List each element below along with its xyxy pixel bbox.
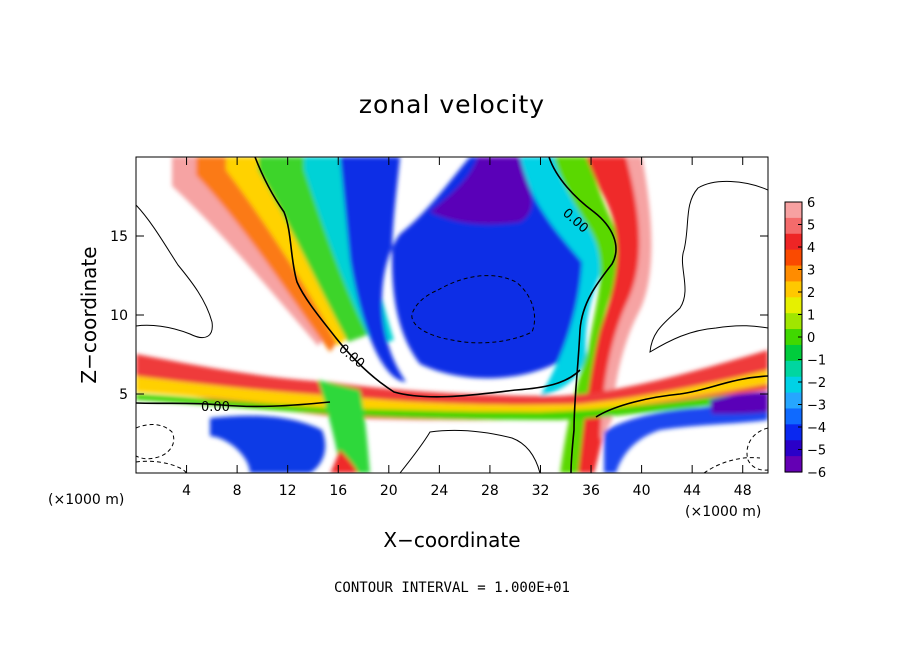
contour-lines <box>136 157 768 473</box>
colorbar: 6 5 4 3 2 1 0 −1 −2 −3 −4 −5 −6 <box>784 196 826 481</box>
colorbar-label: −3 <box>807 399 826 414</box>
colorbar-label: −1 <box>807 354 826 369</box>
contour-dashed-lower-left <box>136 424 175 460</box>
field-band-purple-top <box>430 157 532 225</box>
colorbar-swatch <box>785 440 802 457</box>
x-tick-label: 48 <box>734 483 752 499</box>
contour-dashed-lower-right <box>703 427 768 473</box>
field-band-red-left <box>172 157 330 346</box>
contour-dashed-lower-left-2 <box>136 460 187 473</box>
colorbar-swatch <box>785 217 802 235</box>
x-tick-label: 28 <box>481 483 499 499</box>
contour-zero-right <box>548 157 617 473</box>
colorbar-label: 1 <box>807 309 815 324</box>
colorbar-swatch <box>785 265 802 283</box>
x-unit-left: (×1000 m) <box>48 492 124 508</box>
colorbar-swatch <box>785 202 802 219</box>
x-tick-label: 40 <box>633 483 651 499</box>
field-patch-red-bottom <box>330 450 358 473</box>
colorbar-swatch <box>785 329 802 346</box>
x-tick-label: 8 <box>233 483 242 499</box>
colorbar-label: 5 <box>807 219 815 234</box>
colorbar-label: 4 <box>807 241 815 256</box>
y-tick-label: 10 <box>110 308 128 324</box>
contour-lower-mid <box>399 429 541 473</box>
x-tick-label: 12 <box>279 483 297 499</box>
x-unit-right: (×1000 m) <box>685 504 761 520</box>
x-tick-label: 44 <box>683 483 701 499</box>
colorbar-swatch <box>785 313 802 330</box>
contour-zero-left <box>254 157 581 398</box>
x-tick-label: 36 <box>582 483 600 499</box>
y-tick-label: 15 <box>110 229 128 245</box>
contour-zero-low <box>136 401 331 408</box>
field-patch-blue-lower-right <box>604 400 768 473</box>
colorbar-label: 6 <box>807 196 815 211</box>
x-tick-label: 16 <box>329 483 347 499</box>
contour-dashed-center <box>411 275 536 344</box>
contour-interval-note: CONTOUR INTERVAL = 1.000E+01 <box>334 580 570 596</box>
field-band-green-left <box>258 157 370 342</box>
field-patch-purple-right <box>710 392 768 414</box>
colorbar-swatch <box>785 344 802 362</box>
x-axis-label: X−coordinate <box>383 528 520 552</box>
colorbar-swatch <box>785 376 802 394</box>
colorbar-label: −2 <box>807 376 826 391</box>
contour-right-band <box>595 375 768 418</box>
colorbar-swatch <box>785 297 802 314</box>
colorbar-swatch <box>785 233 802 251</box>
contour-upper-left <box>136 204 213 338</box>
colorbar-swatch <box>785 456 802 473</box>
colorbar-swatch <box>785 281 802 298</box>
colorbar-swatch <box>785 392 802 410</box>
x-tick-label: 20 <box>380 483 398 499</box>
colorbar-label: 0 <box>807 331 815 346</box>
field-band-low-yellow <box>136 370 768 415</box>
colorbar-label: 3 <box>807 264 815 279</box>
x-tick-label: 32 <box>532 483 550 499</box>
contour-label-lower-left: 0.00 <box>201 400 230 415</box>
field-band-pink-right <box>600 157 652 440</box>
field-band-green-right <box>554 157 625 473</box>
x-tick-label: 4 <box>182 483 191 499</box>
colorbar-label: 2 <box>807 286 815 301</box>
y-tick-label: 5 <box>119 387 128 403</box>
field-band-low-green <box>136 392 768 420</box>
field-band-orange-left <box>196 157 346 352</box>
colorbar-label: −4 <box>807 421 826 436</box>
colorbar-label: −6 <box>807 466 826 481</box>
colorbar-swatch <box>785 408 802 425</box>
colorbar-swatch <box>785 360 802 378</box>
x-tick-label: 24 <box>430 483 448 499</box>
contour-upper-right <box>649 180 768 353</box>
chart-title: zonal velocity <box>359 90 545 119</box>
colorbar-swatch <box>785 249 802 267</box>
field-patch-blue-lower-left <box>210 415 326 473</box>
colorbar-swatch <box>785 424 802 441</box>
y-axis-label: Z−coordinate <box>77 246 101 383</box>
colorbar-label: −5 <box>807 444 826 459</box>
field-patch-green-vertical <box>318 380 370 473</box>
